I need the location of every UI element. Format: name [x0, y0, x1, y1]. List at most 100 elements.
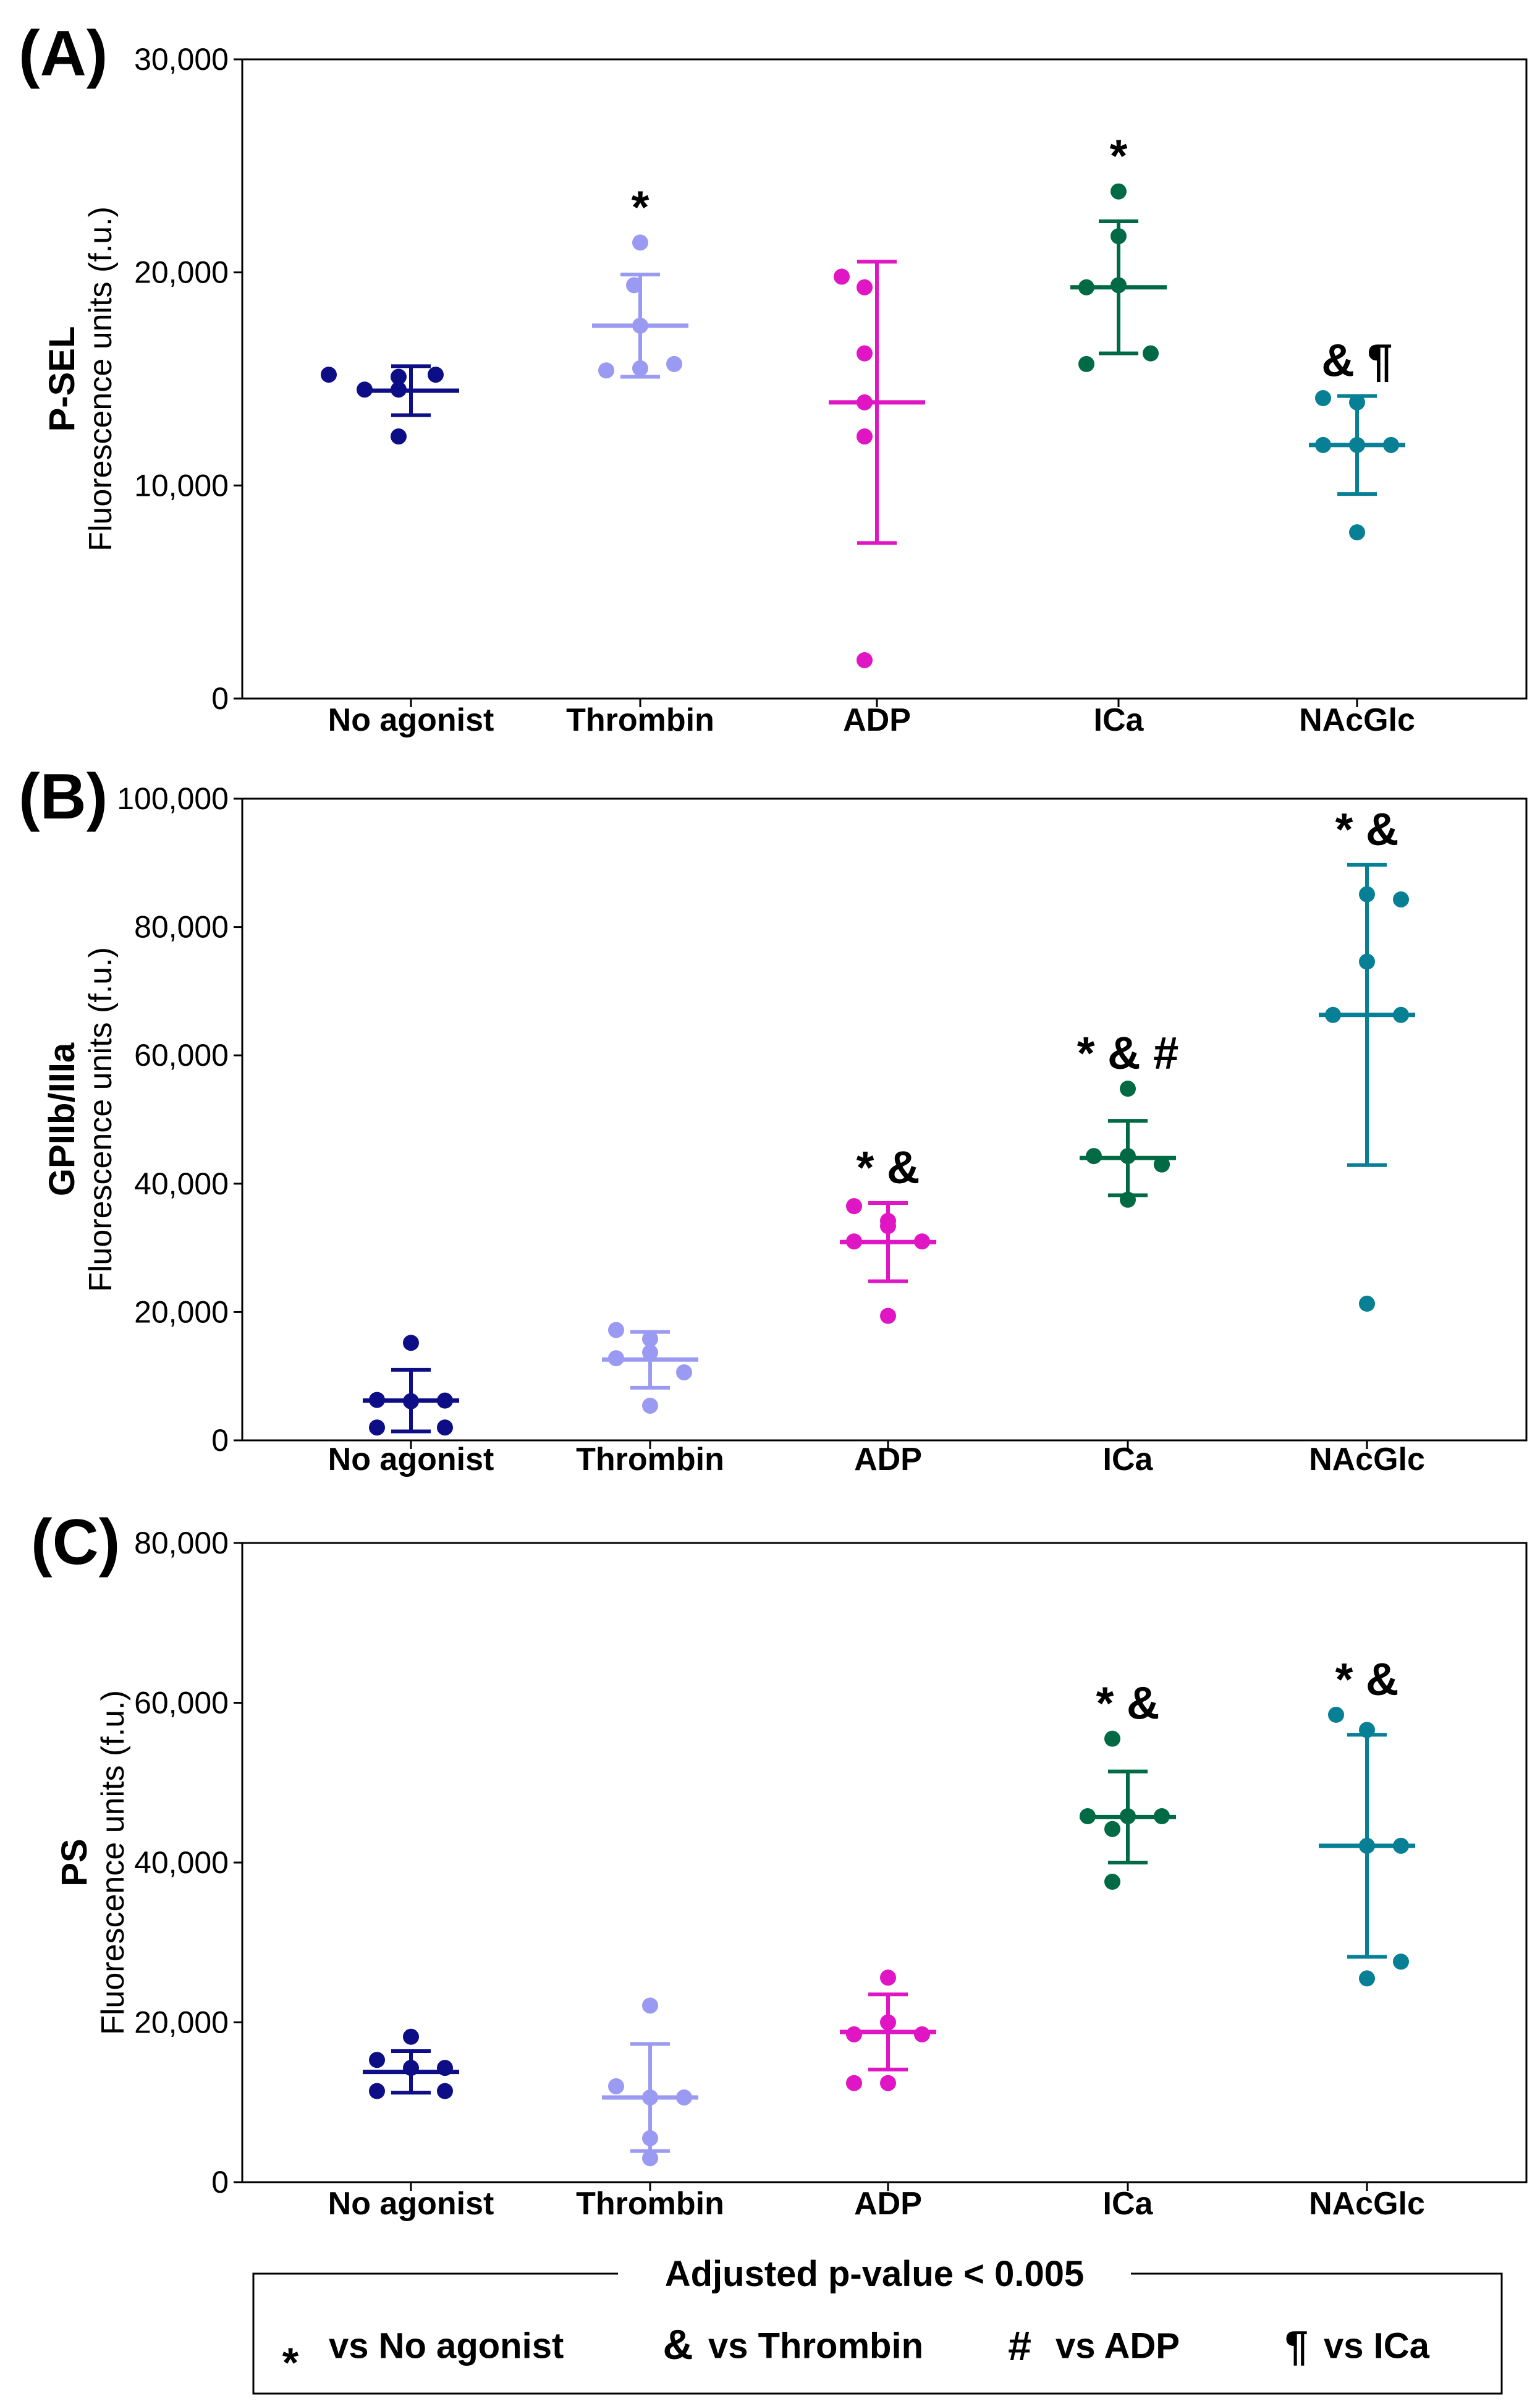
y-tick-label: 0	[211, 2165, 229, 2199]
x-category-label: NAcGlc	[1299, 702, 1415, 738]
significance-annotation: * & #	[1077, 1027, 1179, 1079]
panel-b-ylabel-sub: Fluorescence units (f.u.)	[83, 947, 119, 1292]
data-point	[1383, 436, 1399, 453]
data-point	[1120, 1148, 1136, 1165]
x-category-label: NAcGlc	[1309, 1442, 1425, 1477]
panel-a: (A) P-SEL Fluorescence units (f.u.) 0 10,…	[19, 18, 1528, 738]
data-point	[403, 1393, 419, 1409]
data-point	[1104, 1874, 1120, 1890]
data-point	[846, 1233, 862, 1250]
legend-ampersand-symbol: &	[662, 2321, 693, 2368]
data-point	[428, 367, 444, 383]
data-point	[1080, 1808, 1096, 1825]
data-point	[1359, 953, 1375, 970]
x-category-label: Thrombin	[576, 1442, 724, 1477]
data-point	[1120, 1081, 1136, 1097]
significance-annotation: * &	[1096, 1678, 1160, 1729]
data-point	[1349, 436, 1365, 453]
data-point	[369, 2083, 385, 2099]
data-point	[632, 360, 648, 376]
panel-c-letter: (C)	[31, 1506, 120, 1578]
group-no-agonist	[363, 1335, 459, 1436]
legend-hash-symbol: #	[1008, 2322, 1031, 2369]
data-point	[1393, 891, 1409, 907]
x-category-label: No agonist	[328, 2186, 494, 2222]
y-tick-label: 0	[211, 1423, 229, 1458]
data-point	[1154, 1156, 1170, 1173]
data-point	[1086, 1148, 1102, 1165]
data-point	[642, 1997, 658, 2014]
data-point	[437, 2060, 453, 2076]
data-point	[1359, 1970, 1375, 1987]
significance-annotation: * &	[857, 1142, 920, 1193]
panel-a-ylabel: P-SEL	[42, 326, 82, 432]
panel-a-ylabel-sub: Fluorescence units (f.u.)	[83, 206, 119, 551]
x-category-label: ADP	[854, 1442, 922, 1477]
data-point	[666, 355, 682, 372]
x-category-label: ICa	[1103, 2186, 1154, 2222]
group-ica: *	[1070, 130, 1167, 372]
data-point	[1154, 1808, 1170, 1825]
data-point	[391, 368, 407, 385]
panel-a-y-axis: 0 10,000 20,000 30,000	[134, 42, 242, 716]
data-point	[1393, 1837, 1409, 1854]
data-point	[1359, 1295, 1375, 1312]
data-point	[1078, 279, 1094, 295]
x-category-label: ICa	[1103, 1442, 1154, 1477]
data-point	[1120, 1808, 1136, 1825]
panel-c-ylabel: PS	[54, 1838, 95, 1886]
data-point	[1111, 277, 1127, 294]
data-point	[321, 367, 337, 383]
legend-ica-label: vs ICa	[1324, 2326, 1430, 2366]
data-point	[880, 2014, 896, 2031]
data-point	[642, 1344, 658, 1361]
data-point	[857, 394, 873, 410]
data-point	[608, 1322, 624, 1338]
x-category-label: ICa	[1094, 702, 1144, 738]
panel-a-letter: (A)	[19, 18, 108, 90]
x-category-label: Thrombin	[576, 2186, 724, 2222]
y-tick-label: 10,000	[134, 468, 229, 503]
data-point	[437, 1419, 453, 1436]
data-point	[1359, 1722, 1375, 1738]
data-point	[880, 1970, 896, 1986]
data-point	[403, 2060, 419, 2076]
data-point	[857, 345, 873, 362]
group-no-agonist	[363, 2028, 459, 2099]
panel-b-x-axis: No agonist Thrombin ADP ICa NAcGlc	[328, 1440, 1425, 1477]
legend-adp-label: vs ADP	[1056, 2326, 1180, 2366]
y-tick-label: 60,000	[134, 1038, 229, 1073]
data-point	[608, 1350, 624, 1367]
data-point	[1143, 345, 1159, 362]
data-point	[1104, 1730, 1120, 1747]
y-tick-label: 80,000	[134, 1526, 229, 1560]
data-point	[1104, 1821, 1120, 1837]
data-point	[834, 268, 850, 285]
x-category-label: No agonist	[328, 1442, 494, 1477]
significance-annotation: * &	[1335, 1654, 1399, 1705]
data-point	[1078, 355, 1094, 372]
legend-pilcrow-symbol: ¶	[1285, 2322, 1308, 2369]
data-point	[626, 277, 642, 294]
data-point	[846, 2075, 862, 2091]
data-point	[1111, 228, 1127, 245]
data-point	[880, 1218, 896, 1234]
y-tick-label: 40,000	[134, 1845, 229, 1880]
data-point	[676, 2089, 692, 2106]
x-category-label: ADP	[843, 702, 911, 738]
y-tick-label: 20,000	[134, 255, 229, 290]
data-point	[437, 2083, 453, 2099]
y-tick-label: 0	[211, 681, 229, 716]
group-no-agonist	[321, 364, 459, 445]
x-category-label: Thrombin	[566, 702, 714, 738]
y-tick-label: 100,000	[117, 781, 229, 816]
data-point	[1328, 1706, 1344, 1723]
group-adp	[840, 1970, 936, 2091]
data-point	[391, 428, 407, 445]
data-point	[608, 2078, 624, 2094]
y-tick-label: 30,000	[134, 42, 229, 77]
data-point	[1120, 1191, 1136, 1208]
data-point	[1359, 886, 1375, 903]
panel-b-frame	[241, 797, 1528, 1442]
